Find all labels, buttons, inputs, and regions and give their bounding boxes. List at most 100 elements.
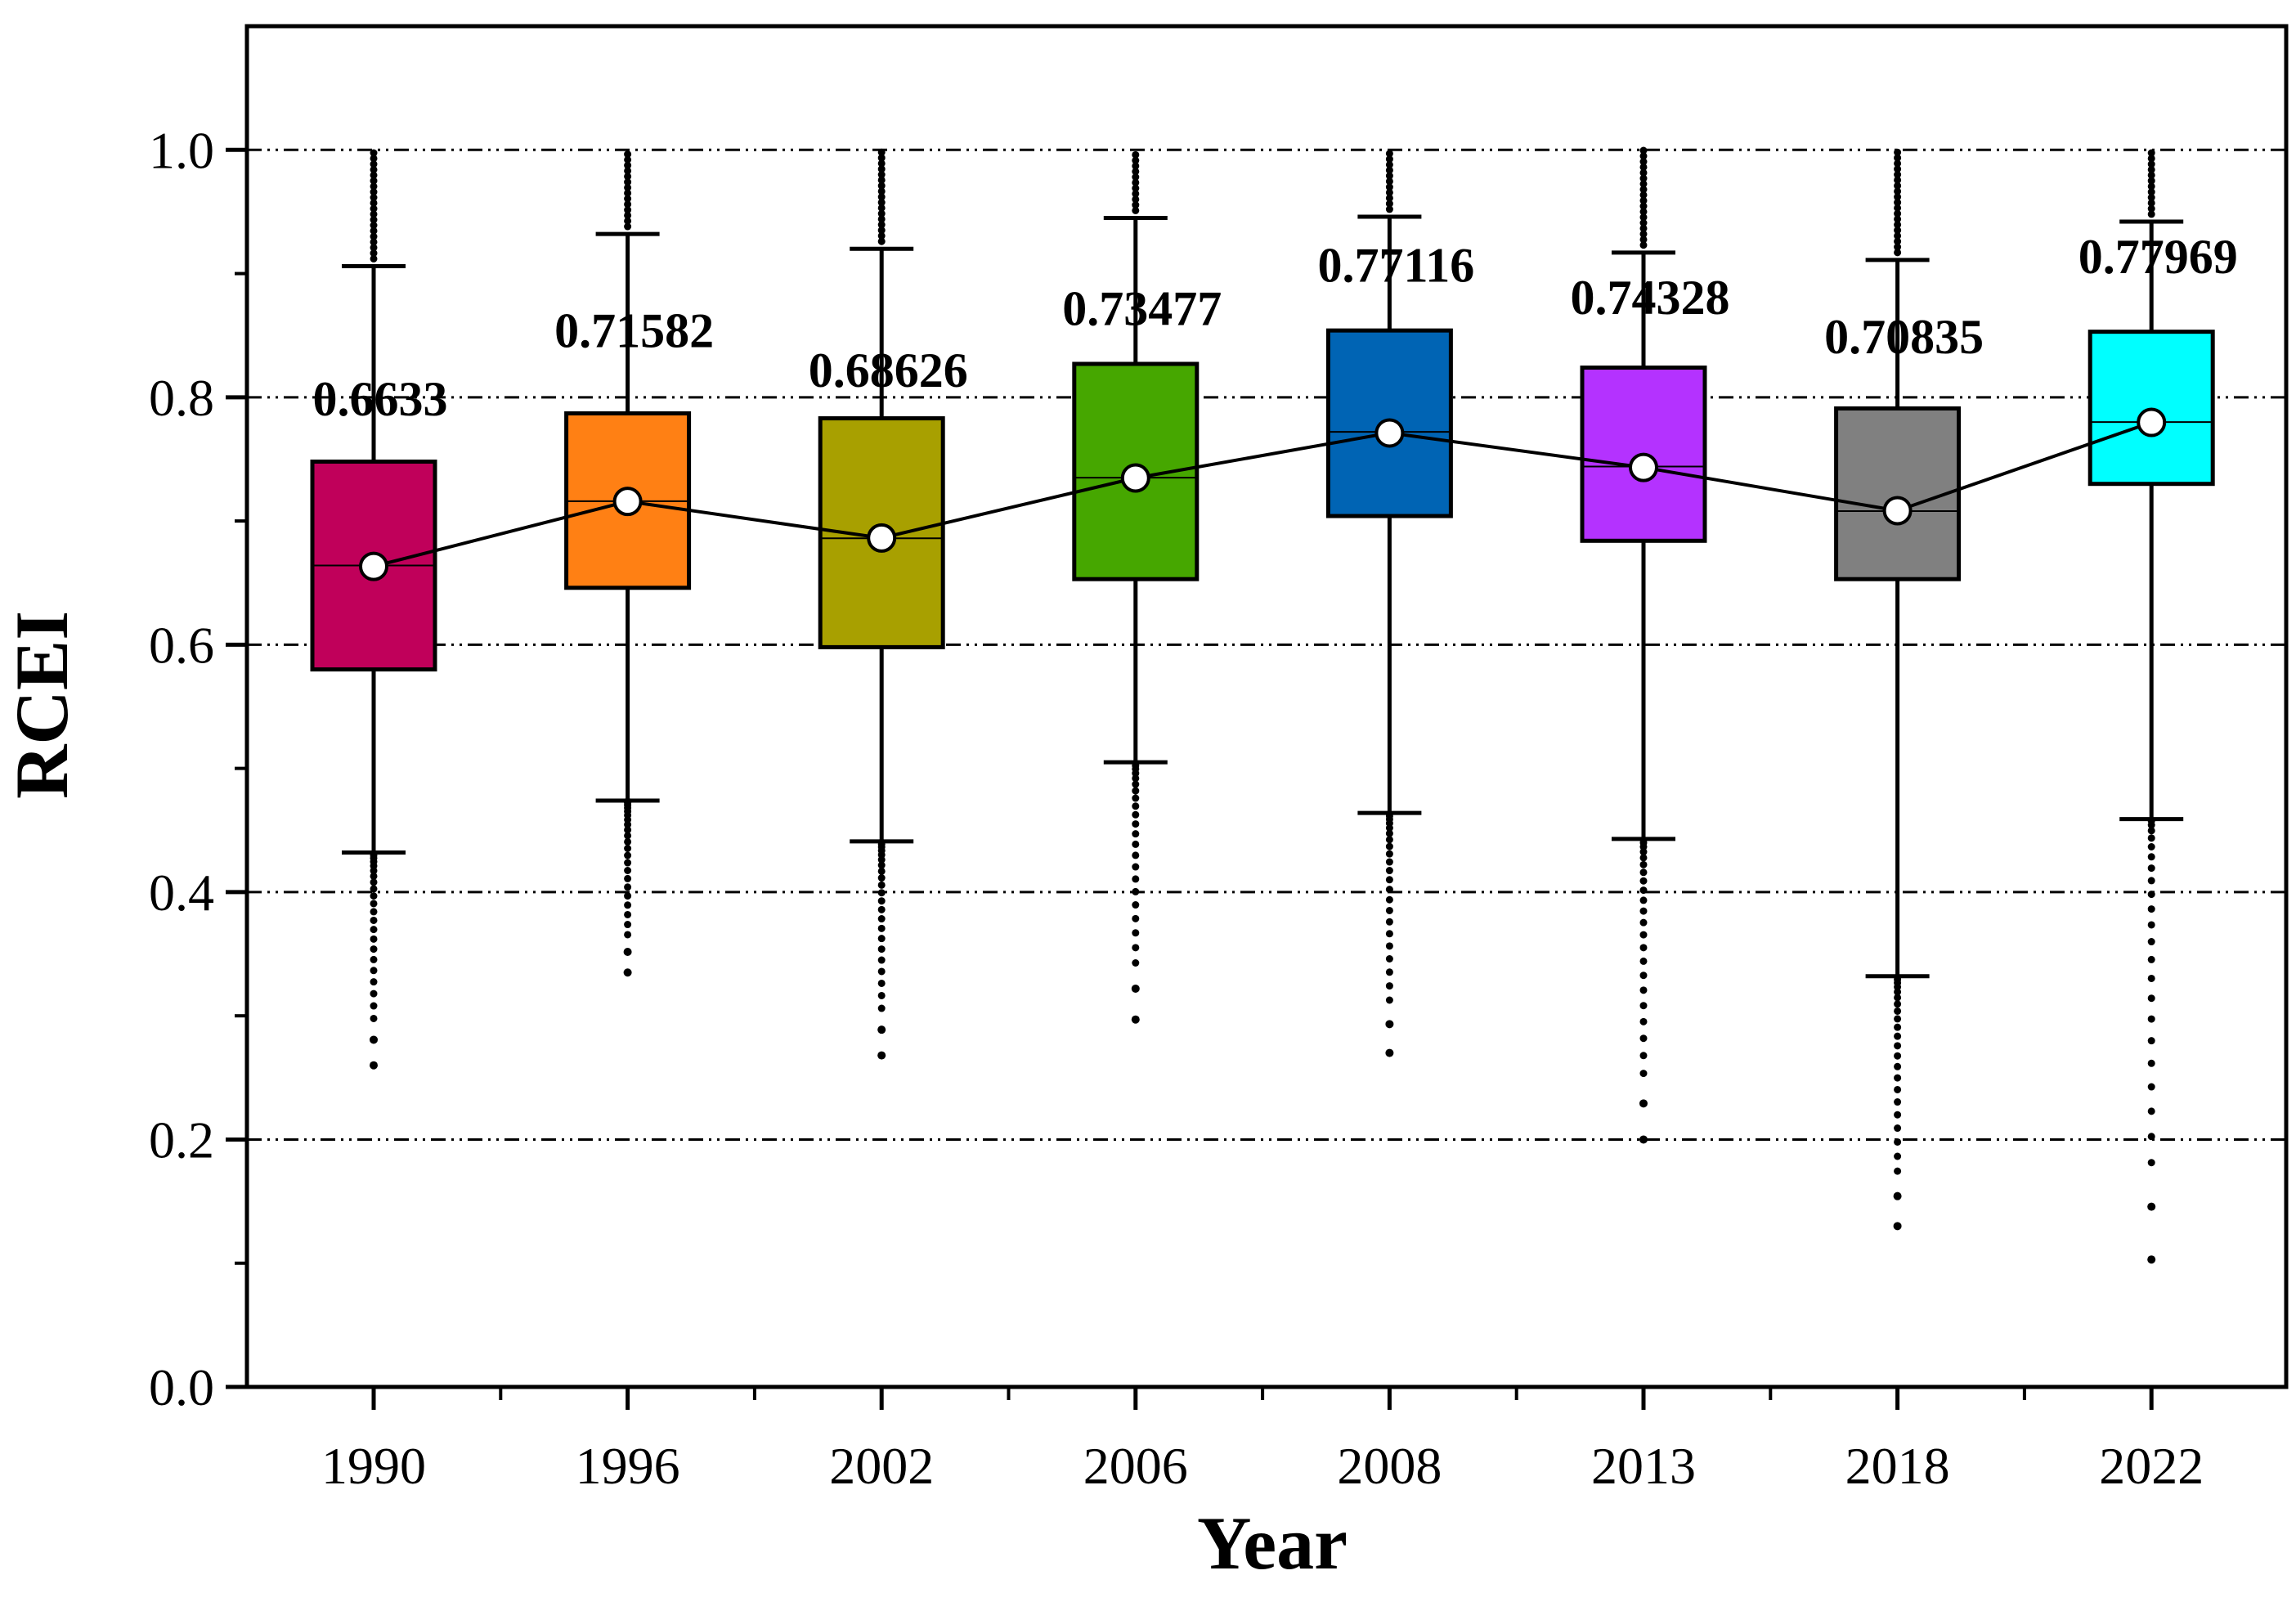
outlier-point xyxy=(370,182,378,191)
outlier-point xyxy=(370,1035,378,1044)
outlier-point xyxy=(1894,249,1902,257)
outlier-point xyxy=(877,861,886,869)
outlier-point xyxy=(370,945,378,954)
outlier-point xyxy=(624,183,632,191)
box-1990: 0.6633 xyxy=(310,149,448,1070)
mean-value-label: 0.74328 xyxy=(1571,271,1730,325)
outlier-point xyxy=(1639,868,1648,877)
outlier-point xyxy=(370,867,378,875)
outlier-point xyxy=(1894,1062,1902,1070)
mean-value-label: 0.6633 xyxy=(313,372,448,426)
outlier-point xyxy=(1385,886,1393,894)
outlier-point xyxy=(624,217,632,225)
outlier-point xyxy=(1639,236,1648,244)
x-tick-label: 1996 xyxy=(576,1437,680,1495)
outlier-point xyxy=(877,231,886,240)
outlier-point xyxy=(1894,988,1902,996)
outlier-point xyxy=(1639,163,1648,171)
outlier-point xyxy=(1385,177,1393,186)
outlier-point xyxy=(624,837,632,846)
outlier-point xyxy=(877,165,886,173)
outlier-point xyxy=(2147,853,2155,861)
outlier-point xyxy=(1639,146,1648,155)
outlier-point xyxy=(1385,200,1393,208)
outlier-point xyxy=(2147,842,2155,850)
box-rect xyxy=(1834,406,1962,581)
mean-marker xyxy=(359,551,388,581)
outlier-point xyxy=(370,194,378,202)
outlier-point xyxy=(2147,834,2155,842)
outlier-point xyxy=(1639,1017,1648,1025)
outlier-point xyxy=(1132,958,1140,967)
outlier-point xyxy=(370,892,378,900)
outlier-point xyxy=(624,921,632,929)
outlier-point xyxy=(877,227,886,235)
outlier-point xyxy=(624,161,632,169)
outlier-point xyxy=(1894,1000,1902,1008)
mean-marker xyxy=(1629,452,1658,482)
outlier-point xyxy=(877,154,886,162)
outlier-point xyxy=(623,948,632,957)
outlier-point xyxy=(2147,905,2155,913)
outlier-point xyxy=(370,254,378,263)
outlier-point xyxy=(1132,770,1140,778)
outlier-point xyxy=(2147,994,2155,1003)
outlier-point xyxy=(877,148,886,156)
outlier-point xyxy=(1894,243,1902,251)
outlier-point xyxy=(1894,1032,1902,1040)
outlier-point xyxy=(1639,1135,1648,1144)
outlier-point xyxy=(2147,149,2155,157)
outlier-point xyxy=(624,832,632,840)
outlier-point xyxy=(2147,188,2155,196)
x-tick-label: 2006 xyxy=(1083,1437,1188,1495)
outlier-point xyxy=(1639,186,1648,194)
outlier-point xyxy=(1385,166,1393,174)
outlier-point xyxy=(2147,891,2155,899)
outlier-point xyxy=(1131,1015,1140,1024)
outlier-point xyxy=(1894,1023,1902,1031)
outlier-point xyxy=(623,968,632,977)
outlier-point xyxy=(1894,1152,1902,1160)
outlier-point xyxy=(1132,887,1140,895)
outlier-point xyxy=(624,844,632,852)
outlier-point xyxy=(1132,901,1140,909)
outlier-point xyxy=(1894,215,1902,223)
outlier-point xyxy=(1639,1052,1648,1060)
outlier-point xyxy=(877,855,886,864)
outlier-point xyxy=(1132,863,1140,871)
mean-value-label: 0.77969 xyxy=(2079,230,2238,284)
outlier-point xyxy=(877,874,886,882)
outlier-point xyxy=(624,211,632,219)
outlier-point xyxy=(877,209,886,218)
outlier-point xyxy=(2147,1083,2155,1091)
outlier-point xyxy=(1894,1111,1902,1119)
box-1996: 0.71582 xyxy=(554,150,714,977)
mean-marker xyxy=(2137,407,2167,438)
outlier-point xyxy=(1132,201,1140,209)
outlier-point xyxy=(877,924,886,932)
outlier-point xyxy=(1132,840,1140,848)
outlier-point xyxy=(1893,1222,1902,1231)
outlier-point xyxy=(1894,154,1902,162)
mean-value-label: 0.77116 xyxy=(1318,238,1475,292)
outlier-point xyxy=(877,204,886,212)
outlier-point xyxy=(624,901,632,909)
plot-frame xyxy=(244,24,2289,1389)
outlier-point xyxy=(1894,1085,1902,1093)
outlier-point xyxy=(2147,210,2155,218)
outlier-point xyxy=(624,874,632,882)
outlier-point xyxy=(1132,184,1140,192)
outlier-point xyxy=(1639,848,1648,856)
outlier-point xyxy=(877,881,886,889)
x-tick-label: 1990 xyxy=(321,1437,426,1495)
outlier-point xyxy=(1385,968,1393,976)
outlier-point xyxy=(877,897,886,905)
outlier-point xyxy=(370,149,378,157)
outlier-point xyxy=(1639,158,1648,166)
mean-marker xyxy=(1374,418,1405,448)
outlier-point xyxy=(1639,241,1648,249)
outlier-point xyxy=(2147,177,2155,185)
outlier-point xyxy=(1639,152,1648,160)
outlier-point xyxy=(1132,820,1140,828)
